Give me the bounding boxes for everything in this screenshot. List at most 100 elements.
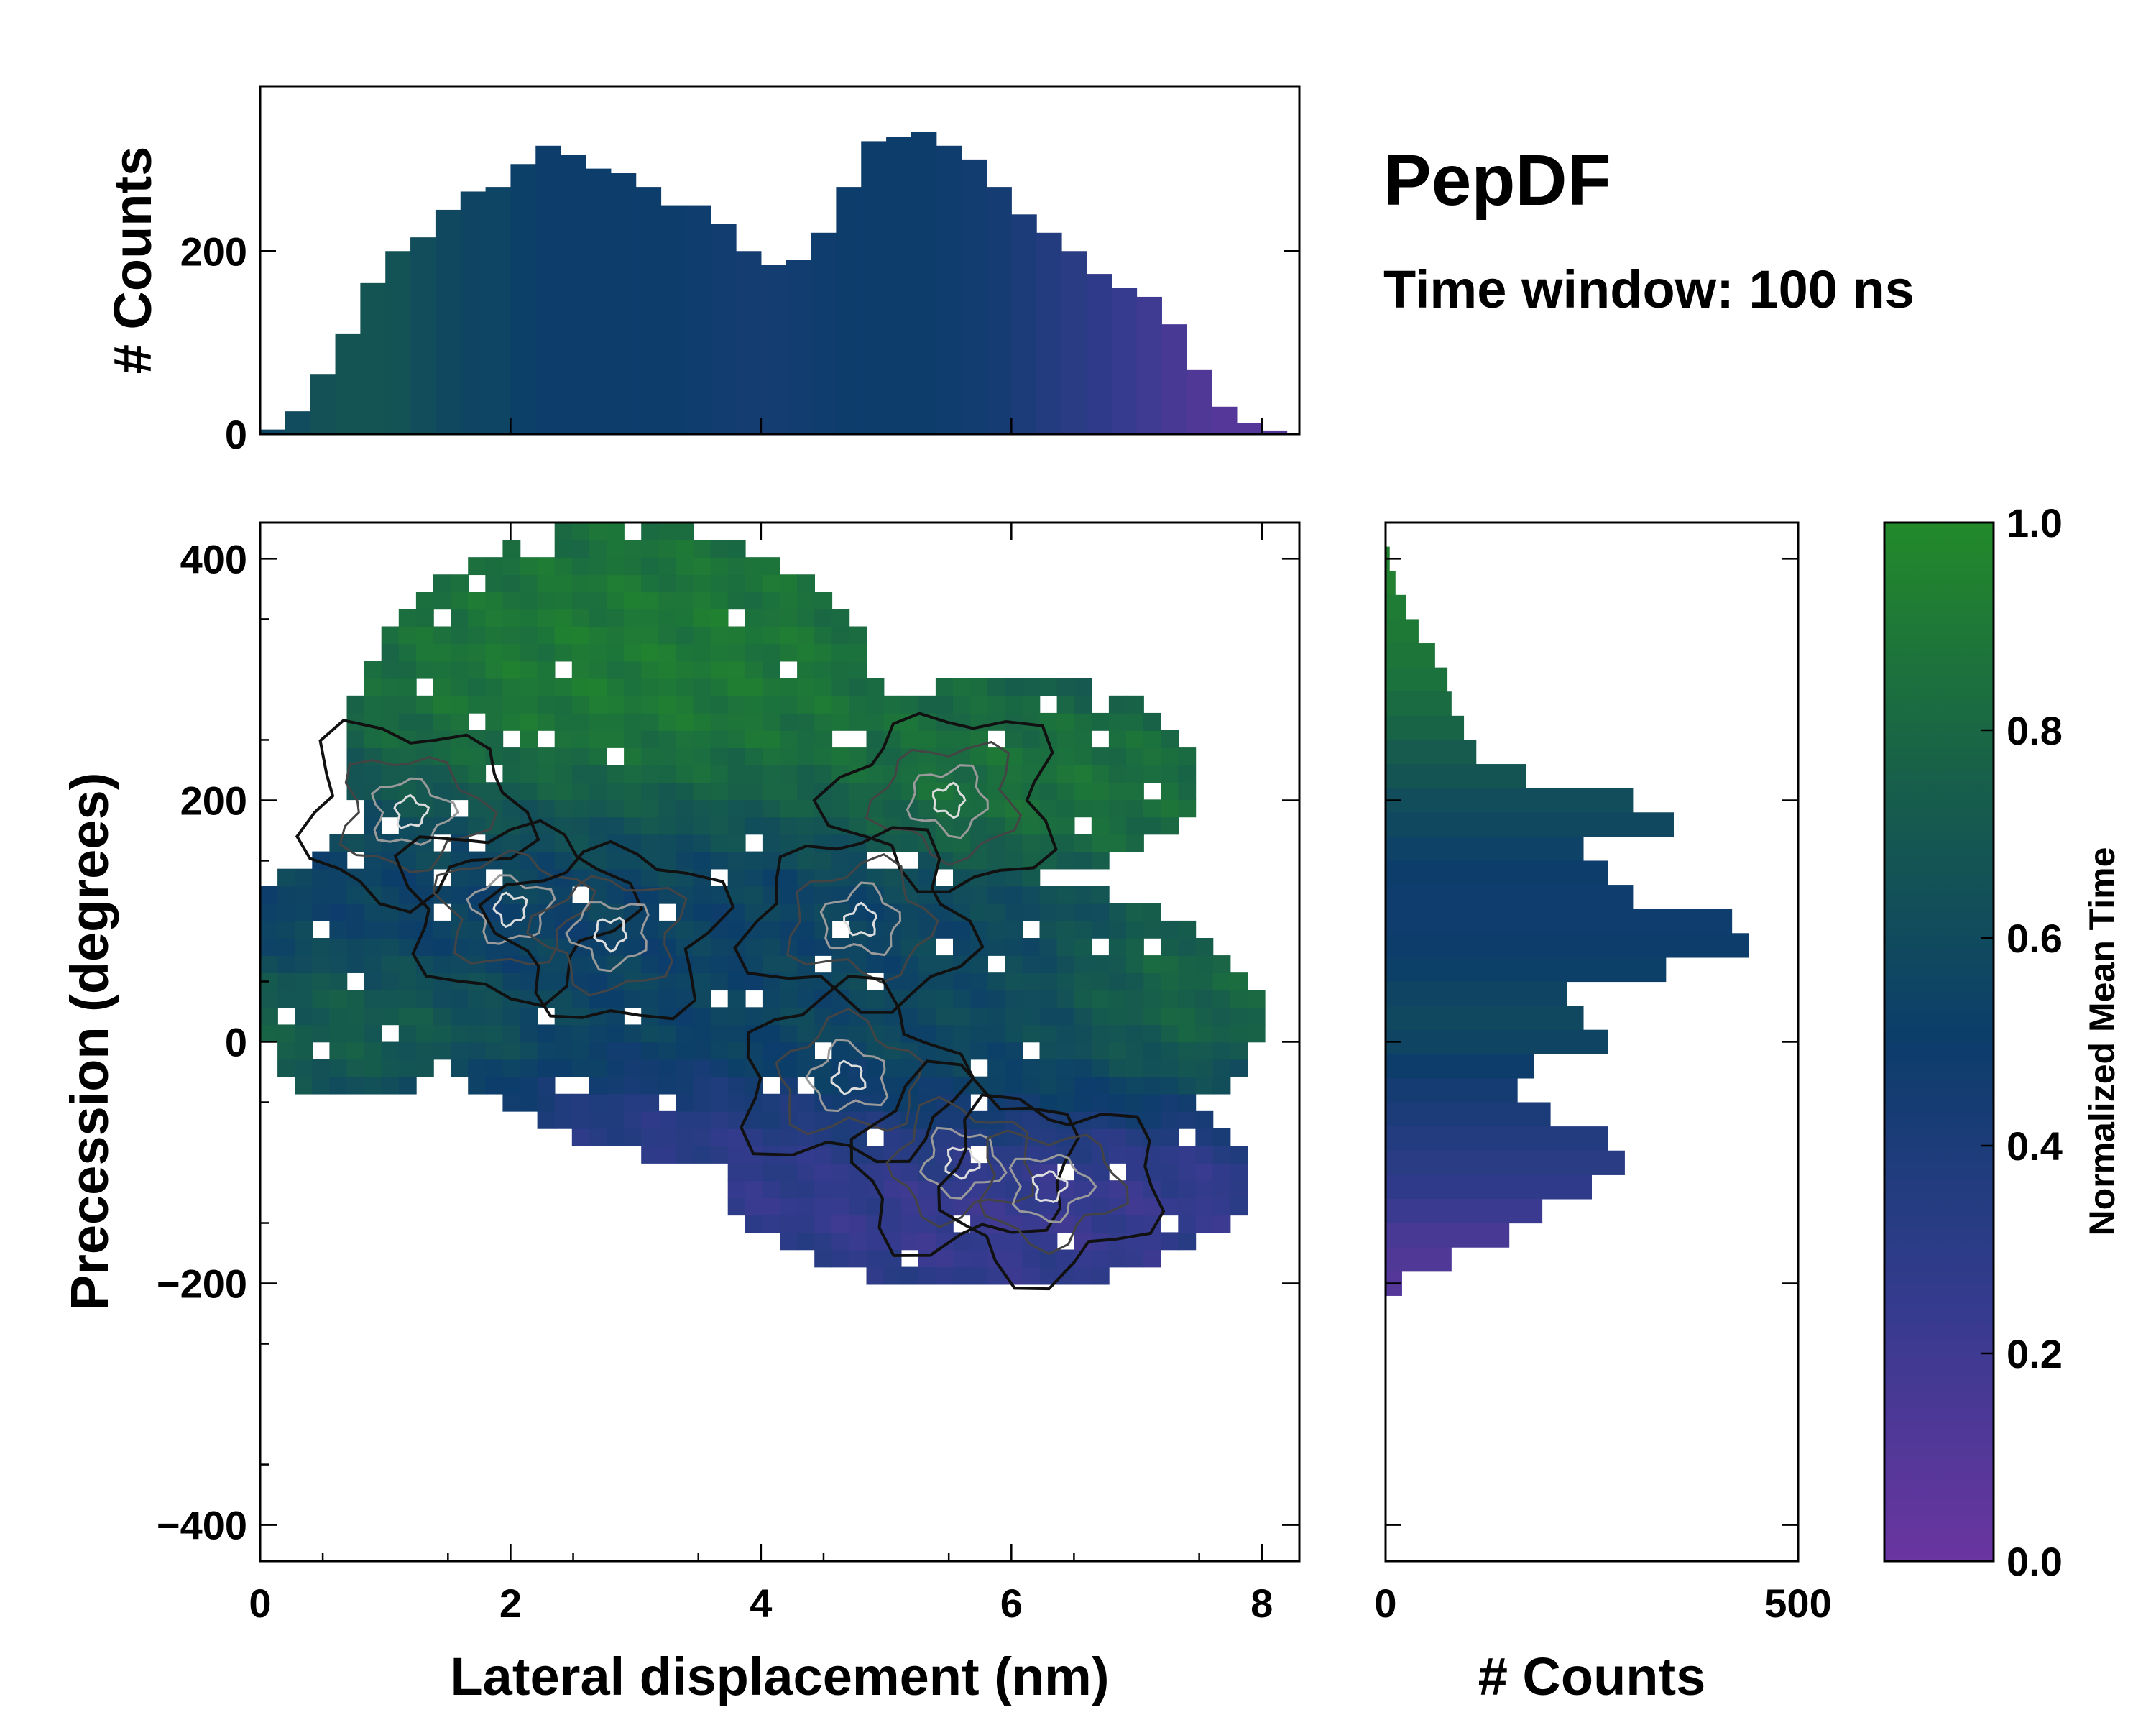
heatmap-cell — [589, 523, 607, 540]
heatmap-cell — [624, 1024, 642, 1043]
heatmap-cell — [727, 990, 746, 1008]
heatmap-cell — [676, 678, 694, 696]
heatmap-cell — [1022, 834, 1041, 852]
top-hist-bar — [385, 251, 411, 434]
heatmap-cell — [1005, 1076, 1023, 1095]
heatmap-cell — [485, 661, 504, 679]
heatmap-cell — [780, 990, 798, 1008]
heatmap-cell — [900, 782, 919, 801]
heatmap-cell — [312, 1024, 331, 1043]
heatmap-cell — [1126, 1007, 1144, 1026]
heatmap-cell — [641, 1128, 660, 1146]
heatmap-cell — [571, 1110, 590, 1129]
heatmap-cell — [1022, 730, 1041, 748]
heatmap-cell — [762, 990, 780, 1008]
heatmap-cell — [727, 1146, 746, 1164]
heatmap-cell — [1022, 816, 1041, 835]
heatmap-cell — [676, 609, 694, 627]
density-contour — [1008, 1153, 1097, 1224]
heatmap-cell — [502, 782, 521, 801]
heatmap-cell — [1108, 1024, 1127, 1043]
colorbar-tick-label: 0.2 — [2007, 1331, 2063, 1376]
heatmap-cell — [780, 1024, 798, 1043]
heatmap-cell — [571, 730, 590, 748]
heatmap-cell — [883, 1215, 902, 1233]
colorbar-tick-label: 0.6 — [2007, 916, 2063, 961]
heatmap-cell — [537, 712, 556, 731]
heatmap-cell — [451, 748, 469, 765]
heatmap-cell — [1230, 990, 1248, 1008]
top-hist-bar — [686, 205, 711, 434]
heatmap-cell — [710, 540, 729, 558]
heatmap-cell — [1178, 799, 1197, 818]
heatmap-cell — [1161, 938, 1179, 956]
heatmap-cell — [1143, 1076, 1161, 1095]
heatmap-cell — [589, 903, 607, 921]
heatmap-cell — [554, 1059, 573, 1077]
heatmap-cell — [364, 972, 382, 991]
heatmap-cell — [1056, 851, 1075, 870]
heatmap-cell — [831, 678, 850, 696]
top-hist-bar — [310, 374, 336, 434]
heatmap-cell — [814, 643, 833, 662]
heatmap-cell — [1091, 748, 1110, 765]
heatmap-cell — [364, 695, 382, 714]
heatmap-cell — [1126, 903, 1144, 921]
heatmap-cell — [693, 661, 711, 679]
heatmap-cell — [710, 938, 729, 956]
top-hist-bar — [711, 224, 737, 434]
heatmap-cell — [468, 557, 487, 576]
heatmap-cell — [607, 1076, 625, 1095]
top-hist-bar — [911, 132, 937, 434]
heatmap-cell — [1161, 972, 1179, 991]
heatmap-cell — [571, 1093, 590, 1112]
heatmap-cell — [381, 1007, 400, 1026]
heatmap-cell — [710, 626, 729, 645]
heatmap-cell — [1074, 748, 1092, 765]
heatmap-cell — [953, 799, 971, 818]
heatmap-cell — [1161, 1163, 1179, 1181]
heatmap-cell — [364, 903, 382, 921]
heatmap-cell — [676, 661, 694, 679]
heatmap-cell — [295, 868, 313, 887]
heatmap-cell — [589, 643, 607, 662]
heatmap-cell — [329, 972, 348, 991]
right-hist-bar — [1386, 908, 1733, 934]
heatmap-cell — [1126, 1024, 1144, 1043]
heatmap-cell — [485, 643, 504, 662]
heatmap-cell — [693, 955, 711, 973]
heatmap-cell — [520, 695, 538, 714]
heatmap-cell — [364, 730, 382, 748]
heatmap-cell — [658, 523, 677, 540]
heatmap-cell — [451, 1024, 469, 1043]
heatmap-cell — [935, 920, 954, 939]
heatmap-cell — [727, 920, 746, 939]
heatmap-cell — [745, 592, 763, 610]
heatmap-cell — [1212, 1041, 1231, 1060]
heatmap-cell — [935, 1024, 954, 1043]
heatmap-cell — [1091, 990, 1110, 1008]
heatmap-cell — [607, 782, 625, 801]
heatmap-cell — [554, 592, 573, 610]
heatmap-cell — [554, 1024, 573, 1043]
heatmap-cell — [607, 1024, 625, 1043]
right-hist-bar — [1386, 619, 1419, 644]
heatmap-cell — [415, 1024, 434, 1043]
heatmap-cell — [693, 799, 711, 818]
heatmap-cell — [814, 626, 833, 645]
heatmap-cell — [624, 1128, 642, 1146]
main-xtick-label: 4 — [750, 1581, 772, 1626]
heatmap-cell — [346, 955, 365, 973]
heatmap-cell — [780, 1180, 798, 1199]
heatmap-cell — [641, 540, 660, 558]
heatmap-cell — [502, 1076, 521, 1095]
heatmap-cell — [1074, 1007, 1092, 1026]
heatmap-cell — [693, 1041, 711, 1060]
heatmap-cell — [624, 540, 642, 558]
heatmap-cell — [398, 1024, 417, 1043]
heatmap-cell — [1005, 851, 1023, 870]
heatmap-cell — [693, 765, 711, 783]
heatmap-cell — [797, 782, 815, 801]
heatmap-cell — [589, 799, 607, 818]
heatmap-cell — [693, 1110, 711, 1129]
